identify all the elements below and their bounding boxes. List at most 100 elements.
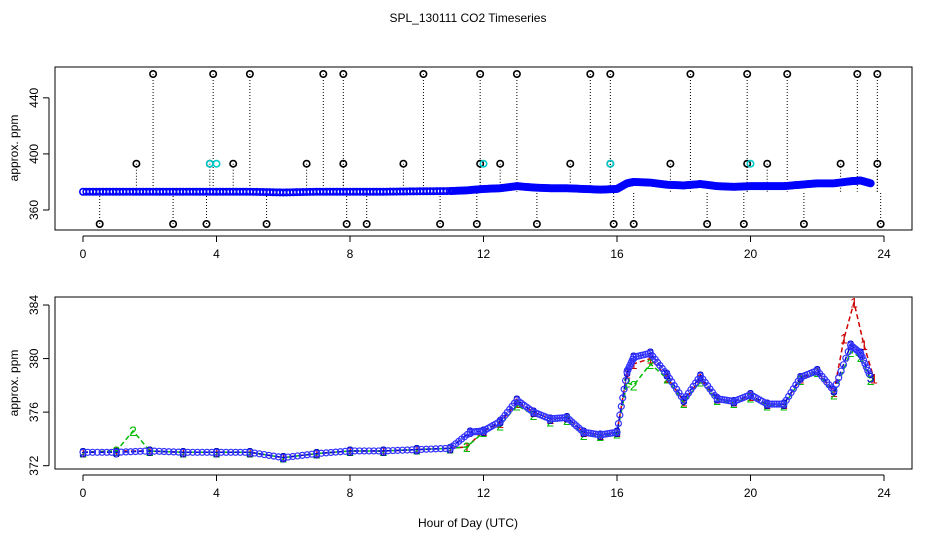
series-co2-main-point [205, 187, 214, 196]
series-3-circle [763, 400, 771, 408]
series-1-point: 1 [713, 391, 721, 407]
series-3-circle [179, 448, 187, 456]
series-3-circle [241, 448, 249, 456]
series-3-point: 3 [680, 392, 688, 408]
series-3-circle [103, 448, 111, 456]
series-2-point: 2 [112, 443, 120, 459]
series-3-circle [274, 453, 283, 461]
series-3-circle [127, 448, 135, 456]
series-2-point: 2 [379, 443, 387, 459]
series-3-point: 3 [179, 444, 187, 460]
series-3-circle [616, 411, 624, 419]
x-tick-label: 16 [610, 486, 624, 500]
series-3-circle [844, 348, 852, 356]
series-3-circle [546, 415, 554, 423]
series-3-circle [551, 414, 559, 423]
series-3-circle [169, 448, 178, 456]
top-panel: 0 4 8 12 16 20 24 360 400 440 approx. ppm [7, 66, 913, 261]
series-3-circle [88, 448, 97, 456]
series-cyan-points-point [606, 159, 615, 168]
x-tick-label: 0 [80, 247, 87, 261]
top-data-marks [79, 70, 885, 229]
series-3-circle [298, 451, 306, 459]
series-3-point: 3 [867, 369, 875, 385]
series-3-circle [556, 414, 564, 422]
series-2-point: 2 [246, 444, 254, 460]
series-3-circle [246, 448, 254, 456]
series-3-circle [614, 419, 623, 428]
series-co2-main-point [439, 187, 448, 196]
series-flag-mid-point [496, 159, 505, 168]
series-3-circle [79, 448, 87, 456]
series-flag-high-point [476, 70, 485, 79]
series-3-circle [859, 356, 868, 364]
series-3-circle [621, 376, 630, 385]
x-tick-label: 16 [610, 247, 624, 261]
y-tick-label: 380 [27, 348, 41, 368]
series-3-point: 3 [697, 368, 705, 384]
series-2-point: 2 [496, 418, 504, 434]
series-3-circle [346, 447, 354, 455]
series-co2-main-point [305, 187, 314, 196]
series-3-circle [93, 448, 101, 456]
series-3-circle [773, 400, 781, 408]
series-flag-low-point [703, 220, 712, 229]
series-3-circle [408, 446, 416, 454]
series-3-circle [308, 450, 316, 458]
x-tick-label: 4 [213, 247, 220, 261]
series-3-circle [360, 447, 368, 455]
bottom-y-axis-label: approx. ppm [7, 350, 21, 417]
series-3-point: 3 [413, 442, 421, 458]
series-1-point: 1 [680, 393, 688, 409]
series-flag-high-point [586, 70, 595, 79]
series-3-circle [117, 448, 125, 456]
series-3-point: 3 [213, 444, 221, 460]
series-3-circle [322, 449, 330, 457]
series-3-circle [837, 367, 845, 375]
x-axis-label: Hour of Day (UTC) [418, 516, 518, 530]
y-tick-label: 384 [27, 295, 41, 315]
series-flag-mid-point [873, 159, 882, 168]
series-3-circle [189, 448, 197, 456]
series-cyan-points-point [212, 159, 221, 168]
series-3-circle [289, 452, 297, 461]
series-3-circle [293, 452, 302, 460]
series-co2-main-point [372, 187, 381, 196]
x-tick-label: 0 [80, 486, 87, 500]
series-3-circle [351, 447, 359, 455]
series-flag-mid-point [666, 159, 675, 168]
series-3-circle [379, 447, 387, 455]
series-3-circle [857, 349, 865, 357]
series-2-point: 2 [867, 372, 875, 388]
y-tick-label: 400 [27, 144, 41, 164]
series-flag-high-point [149, 70, 158, 79]
series-2-point: 2 [663, 371, 671, 387]
series-3-circle [403, 446, 411, 454]
series-2-point: 2 [857, 349, 865, 365]
series-3-circle [770, 400, 778, 408]
series-3-point: 3 [713, 391, 721, 407]
series-co2-main-point [139, 187, 148, 196]
series-3-circle [777, 400, 786, 408]
x-tick-label: 24 [877, 486, 891, 500]
series-3-circle [146, 447, 154, 455]
series-3-circle [327, 448, 335, 457]
series-3-circle [619, 394, 627, 402]
series-2-point: 2 [630, 377, 638, 393]
series-flag-low-point [169, 220, 178, 229]
series-3-circle [370, 447, 378, 455]
series-3-circle [865, 370, 873, 378]
series-3-circle [375, 447, 383, 455]
series-3-circle [150, 447, 159, 455]
series-3-circle [620, 385, 628, 393]
series-3-point: 3 [466, 424, 474, 440]
series-3-circle [160, 447, 168, 456]
y-tick-label: 440 [27, 87, 41, 107]
x-tick-label: 12 [477, 247, 491, 261]
series-3-circle [212, 448, 221, 456]
series-3-circle [198, 448, 206, 456]
series-3-point: 3 [630, 349, 638, 365]
series-3-circle [765, 400, 774, 408]
series-3-circle [861, 359, 869, 368]
